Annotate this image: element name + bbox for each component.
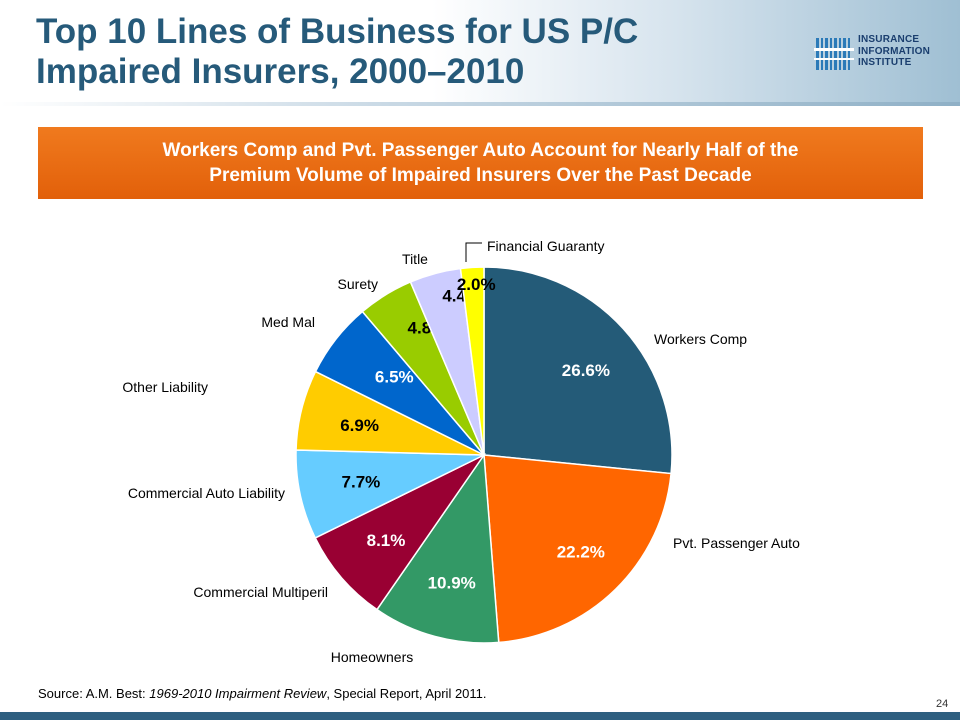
logo-line-3: INSTITUTE	[858, 57, 912, 68]
slice-value-label: 6.5%	[375, 368, 414, 387]
subtitle-banner: Workers Comp and Pvt. Passenger Auto Acc…	[38, 127, 923, 199]
pie-slice	[375, 452, 500, 644]
header-divider	[0, 102, 960, 106]
header-band	[0, 0, 960, 104]
category-label: Other Liability	[122, 379, 208, 395]
slide-title: Top 10 Lines of Business for US P/C Impa…	[36, 12, 796, 92]
iii-logo-mark-icon	[814, 38, 854, 70]
title-line-1: Top 10 Lines of Business for US P/C	[36, 12, 639, 51]
banner-line-1: Workers Comp and Pvt. Passenger Auto Acc…	[162, 140, 799, 161]
banner-line-2: Premium Volume of Impaired Insurers Over…	[209, 165, 752, 186]
logo-line-1: INSURANCE	[858, 34, 920, 45]
source-note: Source: A.M. Best: 1969-2010 Impairment …	[38, 686, 487, 701]
slice-value-label: 8.1%	[367, 531, 406, 550]
category-label: Title	[402, 251, 428, 267]
iii-logo-text: INSURANCE INFORMATION INSTITUTE	[858, 34, 958, 69]
source-title: 1969-2010 Impairment Review	[149, 686, 327, 701]
pie-slice	[459, 266, 485, 456]
source-suffix: , Special Report, April 2011.	[326, 686, 487, 701]
category-label: Homeowners	[331, 649, 413, 665]
slice-value-label: 6.9%	[340, 416, 379, 435]
slice-value-label: 10.9%	[428, 574, 476, 593]
leader-line	[465, 242, 482, 262]
iii-logo: INSURANCE INFORMATION INSTITUTE	[814, 34, 954, 74]
source-prefix: Source: A.M. Best:	[38, 686, 150, 701]
category-label: Financial Guaranty	[487, 238, 605, 254]
category-label: Pvt. Passenger Auto	[673, 535, 800, 551]
pie-slice	[314, 453, 487, 611]
category-label: Commercial Auto Liability	[128, 485, 285, 501]
pie-slice	[483, 266, 673, 475]
category-label: Med Mal	[261, 314, 315, 330]
footer-bar	[0, 712, 960, 720]
title-line-2: Impaired Insurers, 2000–2010	[36, 52, 525, 91]
slice-value-label: 2.0%	[457, 275, 496, 294]
category-label: Commercial Multiperil	[193, 584, 328, 600]
logo-line-2: INFORMATION	[858, 45, 931, 57]
page-number: 24	[936, 698, 949, 710]
pie-slice	[483, 454, 672, 644]
slice-value-label: 26.6%	[562, 361, 610, 380]
category-label: Workers Comp	[654, 331, 747, 347]
slice-value-label: 7.7%	[342, 473, 381, 492]
slice-value-label: 22.2%	[557, 543, 605, 562]
category-label: Surety	[338, 276, 378, 292]
